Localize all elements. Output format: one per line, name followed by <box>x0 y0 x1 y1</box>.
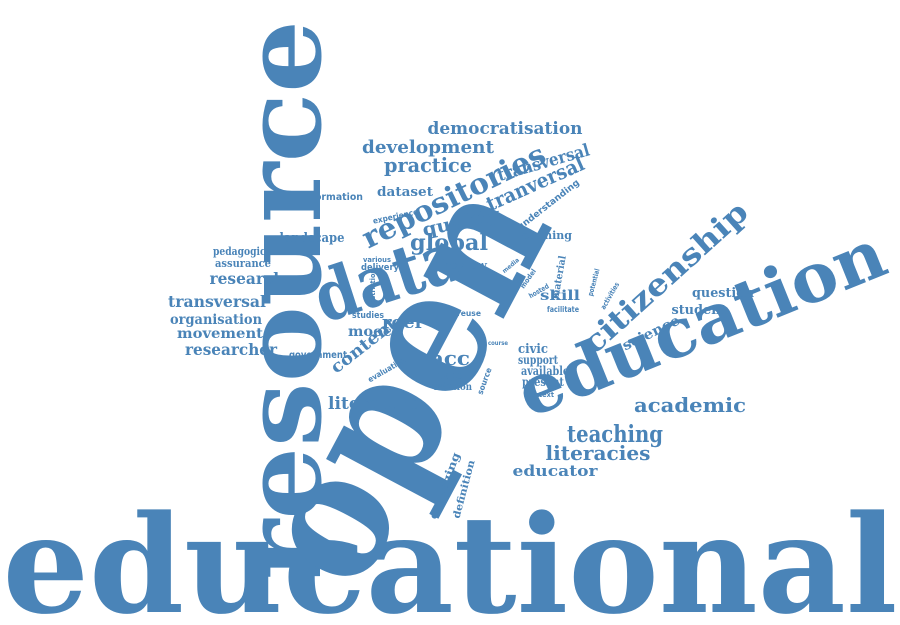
word-dataset: dataset <box>377 185 433 200</box>
word-literature: literature <box>328 394 420 414</box>
word-organisation: organisation <box>170 312 262 328</box>
word-opening: opening <box>522 229 572 242</box>
word-global: global <box>410 230 488 256</box>
word-assurance: assurance <box>215 257 271 270</box>
word-academic: academic <box>634 393 746 417</box>
word-educator: educator <box>513 462 599 480</box>
word-researcher: researcher <box>185 340 278 359</box>
word-support: support <box>518 353 558 367</box>
word-student: student <box>672 303 727 318</box>
word-teaching: teaching <box>567 421 663 448</box>
word-moocs: moocs <box>348 324 400 340</box>
word-delivery: delivery <box>361 263 399 273</box>
word-facilitate: facilitate <box>547 305 579 314</box>
word-course: course <box>488 340 508 347</box>
word-various: various <box>363 256 391 264</box>
word-practice: practice <box>384 153 472 177</box>
word-civic: civic <box>518 342 548 357</box>
word-potential: potential <box>587 268 602 297</box>
word-present: present <box>522 375 564 389</box>
word-democratisation: democratisation <box>428 119 583 139</box>
word-resource: resource <box>220 20 346 580</box>
word-research: research <box>210 269 285 288</box>
word-roer: roer <box>382 313 425 333</box>
word-movement: movement <box>177 326 264 342</box>
word-acc: acc <box>430 346 470 370</box>
word-studies: studies <box>352 311 384 321</box>
word-reuse: reuse <box>457 309 482 318</box>
word-paper: paper <box>438 368 469 382</box>
word-government: government <box>289 350 347 361</box>
word-question: question <box>692 286 755 301</box>
word-development: development <box>362 137 495 158</box>
word-restriction: restriction <box>369 269 377 307</box>
word-pedagogical: pedagogical <box>213 245 275 258</box>
word-review: review <box>443 259 488 272</box>
word-landscape: landscape <box>280 231 345 246</box>
word-transversal: transversal <box>168 292 266 311</box>
word-literacies: literacies <box>546 441 651 465</box>
word-skill: skill <box>540 288 580 304</box>
word-relation: relation <box>434 382 473 393</box>
word-educational: educational <box>3 485 898 625</box>
word-context: context <box>526 391 555 399</box>
word-available: available <box>521 364 569 378</box>
word-information: information <box>301 192 363 203</box>
word-export: export <box>429 382 451 389</box>
